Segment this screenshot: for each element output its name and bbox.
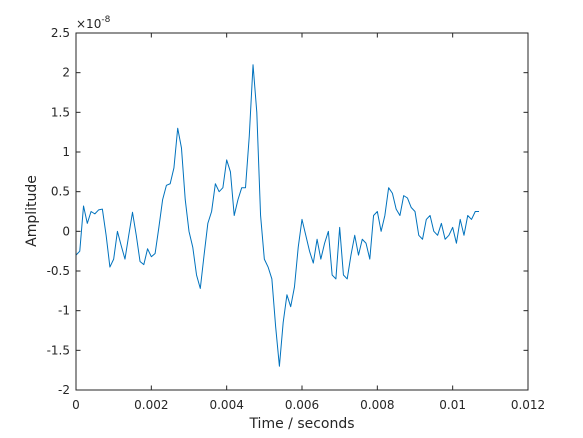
y-tick-label: 2 — [62, 66, 70, 80]
x-tick-label: 0.004 — [209, 398, 243, 412]
x-tick-label: 0 — [72, 398, 80, 412]
axes-layer: 0 0.002 0.004 0.006 0.008 0.01 0.012 -2 -1.5 -1 -0… — [47, 26, 546, 412]
y-tick-label: 0 — [62, 224, 70, 238]
x-axis-label: Time / seconds — [248, 416, 354, 432]
x-tick-label: 0.006 — [285, 398, 319, 412]
y-exponent-base: ×10 — [76, 17, 101, 31]
y-tick-label: 1.5 — [51, 105, 70, 119]
x-tick-label: 0.012 — [511, 398, 545, 412]
plot-area — [76, 33, 528, 390]
y-axis-label: Amplitude — [24, 175, 40, 247]
series-line-0 — [75, 64, 480, 367]
y-tick-label: -1 — [58, 304, 70, 318]
y-exponent-label: ×10-8 — [76, 15, 111, 31]
x-tick-label: 0.01 — [439, 398, 466, 412]
y-tick-label: 0.5 — [51, 185, 70, 199]
x-tick-label: 0.002 — [134, 398, 168, 412]
y-tick-label: -1.5 — [47, 343, 70, 357]
y-tick-label: -0.5 — [47, 264, 70, 278]
y-tick-label: 1 — [62, 145, 70, 159]
x-tick-label: 0.008 — [360, 398, 394, 412]
y-exponent-power: -8 — [101, 15, 110, 25]
data-layer — [75, 64, 480, 367]
y-tick-label: 2.5 — [51, 26, 70, 40]
y-tick-label: -2 — [58, 383, 70, 397]
